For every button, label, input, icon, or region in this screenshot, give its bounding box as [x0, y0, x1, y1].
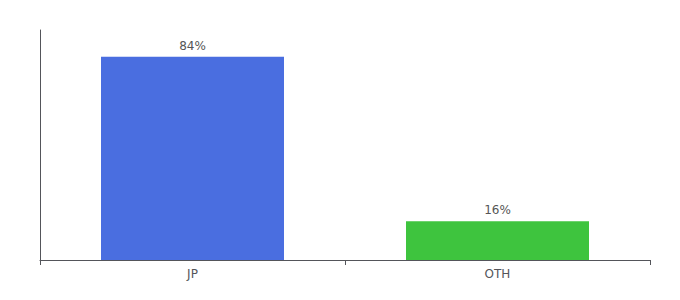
svg-text:JP: JP [186, 267, 198, 281]
svg-text:84%: 84% [179, 39, 206, 53]
svg-text:16%: 16% [484, 203, 511, 217]
svg-text:OTH: OTH [485, 267, 511, 281]
